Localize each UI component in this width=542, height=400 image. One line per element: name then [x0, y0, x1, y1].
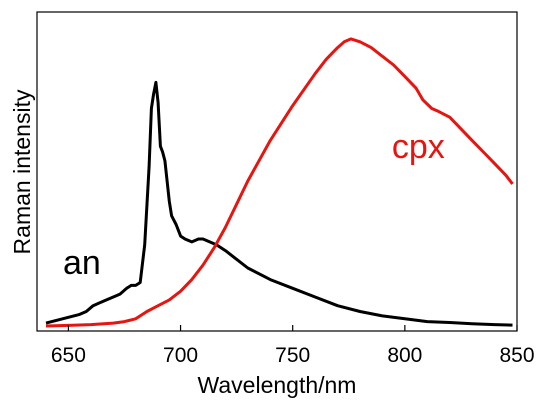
series-layer [45, 37, 514, 328]
x-tick-label: 750 [275, 344, 310, 367]
series-line-cpx [45, 37, 514, 328]
series-label-an: an [63, 244, 101, 282]
x-tick-label: 800 [387, 344, 422, 367]
y-axis-label: Raman intensity [9, 89, 35, 254]
series-line-an [45, 80, 513, 327]
x-tick-label: 650 [51, 344, 86, 367]
series-label-cpx: cpx [392, 128, 445, 166]
x-tick-label: 700 [163, 344, 198, 367]
x-axis-label: Wavelength/nm [198, 372, 357, 398]
x-tick-label: 850 [499, 344, 534, 367]
x-axis-ticks: 650 700 750 800 850 [51, 325, 535, 367]
plot-frame [36, 11, 518, 332]
